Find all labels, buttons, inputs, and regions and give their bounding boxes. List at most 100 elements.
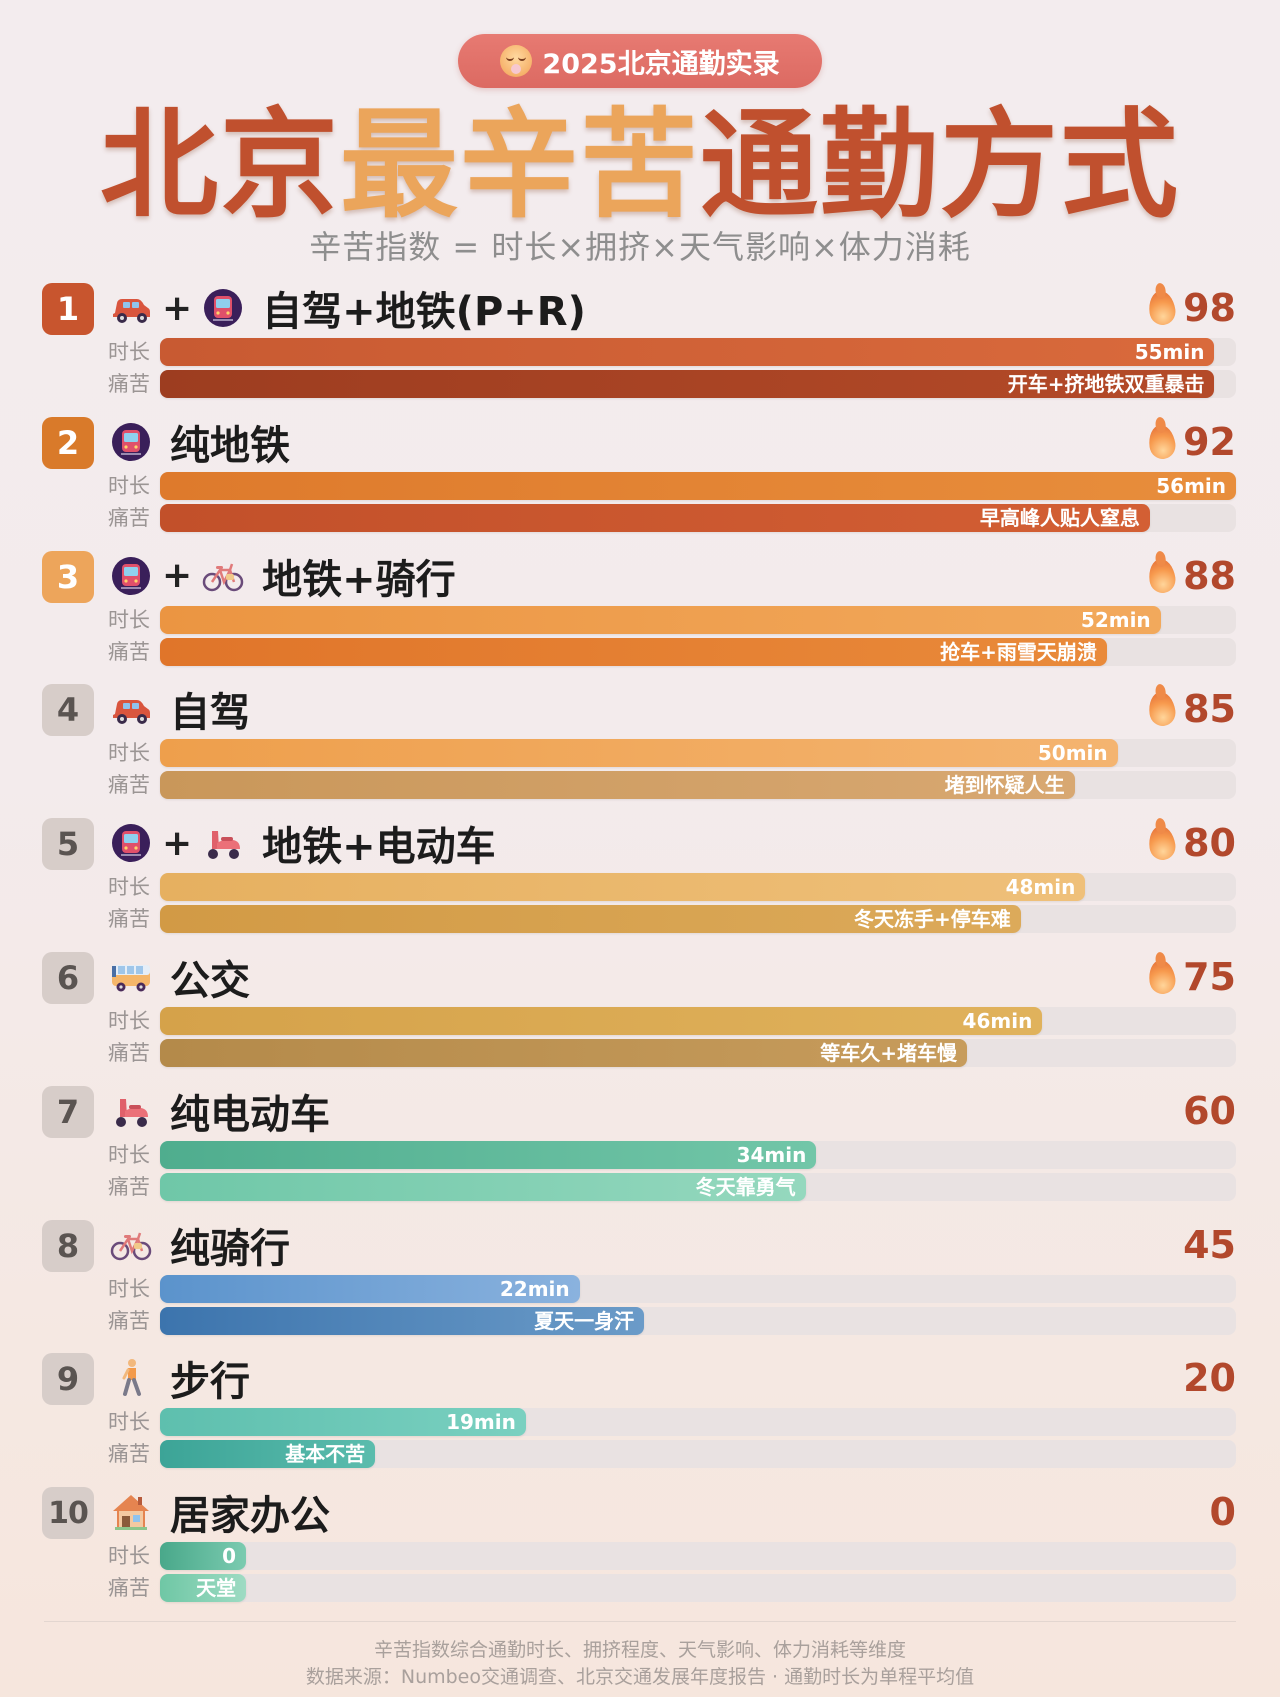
duration-label: 时长 bbox=[108, 741, 150, 766]
duration-track: 48min bbox=[160, 873, 1236, 902]
footer-source: 数据来源：Numbeo交通调查、北京交通发展年度报告 · 通勤时长为单程平均值 bbox=[305, 1666, 975, 1688]
fire-icon bbox=[1146, 958, 1178, 996]
pain-track: 天堂 bbox=[160, 1574, 1236, 1603]
ranking-row: 6 公交 75 时长 46min 痛苦 等车久+堵车慢 bbox=[0, 947, 1280, 1081]
hardship-score: 98 bbox=[1146, 282, 1236, 334]
duration-bar-row: 时长 19min bbox=[108, 1408, 1238, 1437]
plus-sign: + bbox=[162, 555, 193, 597]
mode-name: 公交 bbox=[170, 957, 250, 1004]
mode-heading: 公交 bbox=[110, 947, 250, 1007]
rank-number: 4 bbox=[56, 691, 80, 730]
rank-badge: 9 bbox=[42, 1353, 94, 1406]
rank-badge: 8 bbox=[42, 1219, 94, 1272]
footer-note: 辛苦指数综合通勤时长、拥挤程度、天气影响、体力消耗等维度 bbox=[373, 1639, 906, 1661]
pain-description: 开车+挤地铁双重暴击 bbox=[1007, 372, 1205, 396]
pain-bar: 等车久+堵车慢 bbox=[160, 1038, 967, 1067]
header-badge: 2025北京通勤实录 bbox=[458, 34, 822, 88]
ranking-row: 1 + 自驾+地铁(P+R) 98 时长 55min 痛苦 开车+挤地铁双重暴击 bbox=[0, 278, 1280, 412]
pain-track: 早高峰人贴人窒息 bbox=[160, 503, 1236, 532]
duration-value: 0 bbox=[222, 1544, 237, 1569]
duration-bar: 55min bbox=[160, 338, 1215, 366]
duration-value: 55min bbox=[1134, 340, 1205, 364]
score-value: 80 bbox=[1183, 821, 1236, 866]
pain-bar: 抢车+雨雪天崩溃 bbox=[160, 637, 1107, 666]
mode-name: 地铁+电动车 bbox=[262, 824, 496, 871]
fire-icon bbox=[1146, 824, 1178, 862]
pain-description: 夏天一身汗 bbox=[534, 1308, 635, 1333]
pain-track: 夏天一身汗 bbox=[160, 1306, 1236, 1335]
mode-heading: 纯电动车 bbox=[110, 1081, 330, 1141]
duration-bar: 48min bbox=[160, 873, 1086, 902]
duration-track: 52min bbox=[160, 605, 1236, 634]
rank-badge: 2 bbox=[42, 416, 94, 469]
pain-label: 痛苦 bbox=[108, 1174, 150, 1199]
pain-track: 抢车+雨雪天崩溃 bbox=[160, 637, 1236, 666]
mode-name: 纯骑行 bbox=[170, 1225, 290, 1272]
mode-name: 纯电动车 bbox=[170, 1091, 330, 1138]
duration-bar-row: 时长 48min bbox=[108, 873, 1238, 902]
duration-track: 46min bbox=[160, 1006, 1236, 1035]
duration-bar-row: 时长 0 bbox=[108, 1542, 1238, 1571]
ranking-row: 9 步行 20 时长 19min 痛苦 基本不苦 bbox=[0, 1348, 1280, 1482]
pain-bar-row: 痛苦 等车久+堵车慢 bbox=[108, 1038, 1238, 1067]
rank-number: 10 bbox=[48, 1495, 89, 1531]
pain-track: 堵到怀疑人生 bbox=[160, 771, 1236, 800]
pain-description: 等车久+堵车慢 bbox=[820, 1040, 957, 1065]
hardship-score: 60 bbox=[1183, 1085, 1236, 1137]
duration-bar: 22min bbox=[160, 1274, 580, 1303]
pain-label: 痛苦 bbox=[108, 372, 150, 396]
ranking-row: 7 纯电动车 60 时长 34min 痛苦 冬天靠勇气 bbox=[0, 1081, 1280, 1215]
duration-label: 时长 bbox=[108, 607, 150, 632]
duration-track: 55min bbox=[160, 338, 1236, 366]
duration-label: 时长 bbox=[108, 340, 150, 364]
duration-value: 52min bbox=[1080, 607, 1151, 632]
title-highlight: 最辛苦 bbox=[339, 96, 700, 234]
metro-icon bbox=[202, 287, 244, 329]
pain-bar-row: 痛苦 天堂 bbox=[108, 1574, 1238, 1603]
duration-bar-row: 时长 46min bbox=[108, 1006, 1238, 1035]
pain-description: 天堂 bbox=[196, 1576, 237, 1601]
mode-heading: 纯骑行 bbox=[110, 1215, 290, 1275]
title-part2: 通勤方式 bbox=[700, 96, 1181, 234]
hardship-score: 20 bbox=[1183, 1352, 1236, 1404]
rank-number: 8 bbox=[56, 1226, 80, 1265]
duration-label: 时长 bbox=[108, 1142, 150, 1167]
pain-description: 基本不苦 bbox=[285, 1442, 366, 1467]
formula-subtitle: 辛苦指数 = 时长×拥挤×天气影响×体力消耗 bbox=[309, 228, 971, 266]
duration-bar: 34min bbox=[160, 1140, 817, 1169]
duration-value: 50min bbox=[1037, 741, 1108, 766]
pain-bar: 开车+挤地铁双重暴击 bbox=[160, 370, 1215, 398]
metro-icon bbox=[110, 555, 152, 597]
score-value: 20 bbox=[1183, 1356, 1236, 1401]
ranking-row: 3 + 地铁+骑行 88 时长 52min 痛苦 抢车+雨雪天崩溃 bbox=[0, 546, 1280, 680]
duration-track: 0 bbox=[160, 1542, 1236, 1571]
rank-badge: 7 bbox=[42, 1085, 94, 1138]
score-value: 60 bbox=[1183, 1088, 1236, 1133]
duration-bar-row: 时长 52min bbox=[108, 605, 1238, 634]
pain-bar: 冬天冻手+停车难 bbox=[160, 905, 1021, 934]
score-value: 0 bbox=[1209, 1490, 1236, 1535]
ranking-row: 8 纯骑行 45 时长 22min 痛苦 夏天一身汗 bbox=[0, 1215, 1280, 1349]
pain-description: 早高峰人贴人窒息 bbox=[979, 505, 1140, 530]
mode-name: 自驾 bbox=[170, 690, 250, 737]
duration-bar-row: 时长 22min bbox=[108, 1274, 1238, 1303]
mode-heading: + 自驾+地铁(P+R) bbox=[110, 278, 586, 338]
bicycle-icon bbox=[110, 1224, 152, 1266]
score-value: 98 bbox=[1183, 286, 1236, 330]
duration-value: 22min bbox=[499, 1276, 570, 1301]
metro-icon bbox=[110, 421, 152, 463]
pain-label: 痛苦 bbox=[108, 907, 150, 932]
score-value: 45 bbox=[1183, 1222, 1236, 1267]
hardship-score: 75 bbox=[1146, 951, 1236, 1003]
pain-track: 冬天靠勇气 bbox=[160, 1172, 1236, 1201]
pain-description: 冬天靠勇气 bbox=[695, 1174, 796, 1199]
hardship-score: 45 bbox=[1183, 1219, 1236, 1271]
mode-heading: 步行 bbox=[110, 1348, 250, 1408]
pain-label: 痛苦 bbox=[108, 1308, 150, 1333]
rank-number: 6 bbox=[56, 958, 80, 997]
mode-name: 地铁+骑行 bbox=[262, 556, 456, 603]
mode-heading: + 地铁+骑行 bbox=[110, 546, 456, 606]
ranking-row: 10 居家办公 0 时长 0 痛苦 天堂 bbox=[0, 1482, 1280, 1616]
duration-label: 时长 bbox=[108, 1410, 150, 1435]
duration-bar: 46min bbox=[160, 1006, 1043, 1035]
